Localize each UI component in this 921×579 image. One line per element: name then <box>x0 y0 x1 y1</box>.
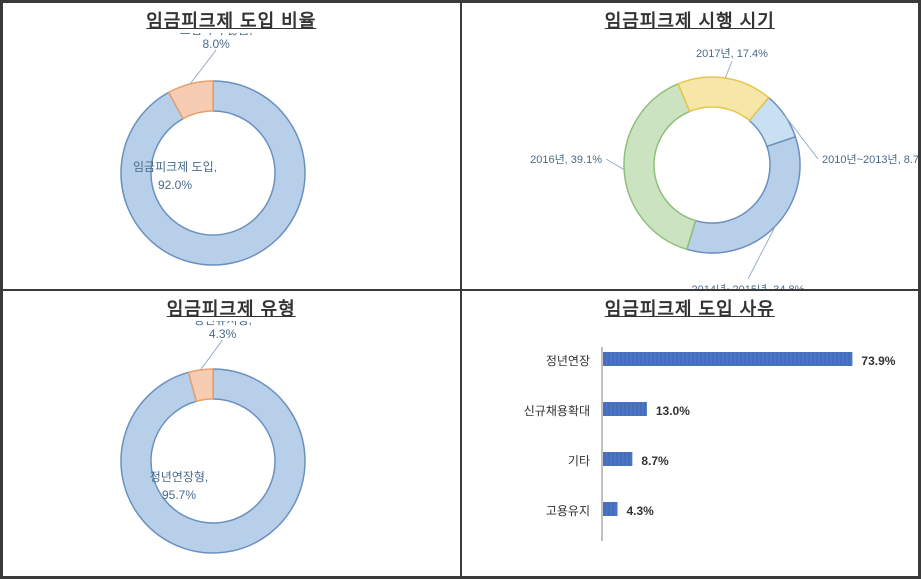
svg-text:2016년, 39.1%: 2016년, 39.1% <box>530 153 602 166</box>
panel-adoption-rate: 임금피크제 도입 비율 임금피크제 도입,92.0%도입하지 않음,8.0% <box>2 2 461 290</box>
panel-c-title: 임금피크제 유형 <box>3 291 460 321</box>
bar-label: 정년연장 <box>545 354 589 368</box>
donut-chart-adoption: 임금피크제 도입,92.0%도입하지 않음,8.0% <box>3 33 461 290</box>
panel-b-title: 임금피크제 시행 시기 <box>462 3 919 33</box>
donut-chart-type: 정년연장형,95.7%정년유지형,4.3% <box>3 321 461 578</box>
panel-reason: 임금피크제 도입 사유 정년연장 73.9% 신규채용확대 13.0% 기타 8.7% 고용… <box>461 290 920 578</box>
panel-type: 임금피크제 유형 정년연장형,95.7%정년유지형,4.3% <box>2 290 461 578</box>
svg-text:92.0%: 92.0% <box>158 178 192 192</box>
bar-value: 8.7% <box>641 454 669 468</box>
donut-chart-timing: 2010년~2013년, 8.7%2014년~2015년, 34.8%2016년… <box>462 33 920 290</box>
svg-text:2010년~2013년, 8.7%: 2010년~2013년, 8.7% <box>822 153 920 166</box>
svg-text:임금피크제 도입,: 임금피크제 도입, <box>133 160 217 174</box>
bar-value: 73.9% <box>861 354 895 368</box>
svg-text:정년연장형,: 정년연장형, <box>150 470 209 484</box>
chart-grid: 임금피크제 도입 비율 임금피크제 도입,92.0%도입하지 않음,8.0% 임… <box>0 0 921 579</box>
bar-label: 기타 <box>567 454 589 468</box>
svg-text:95.7%: 95.7% <box>162 488 196 502</box>
svg-text:4.3%: 4.3% <box>209 326 237 340</box>
bar-chart-reason: 정년연장 73.9% 신규채용확대 13.0% 기타 8.7% 고용유지 4.3% <box>462 321 920 578</box>
bar-label: 고용유지 <box>545 504 589 518</box>
svg-text:8.0%: 8.0% <box>202 37 230 51</box>
panel-d-title: 임금피크제 도입 사유 <box>462 291 919 321</box>
panel-timing: 임금피크제 시행 시기 2010년~2013년, 8.7%2014년~2015년… <box>461 2 920 290</box>
bar-value: 13.0% <box>655 404 689 418</box>
bar-value: 4.3% <box>626 504 654 518</box>
svg-text:2017년, 17.4%: 2017년, 17.4% <box>696 47 768 60</box>
panel-a-title: 임금피크제 도입 비율 <box>3 3 460 33</box>
bar-label: 신규채용확대 <box>523 404 589 418</box>
